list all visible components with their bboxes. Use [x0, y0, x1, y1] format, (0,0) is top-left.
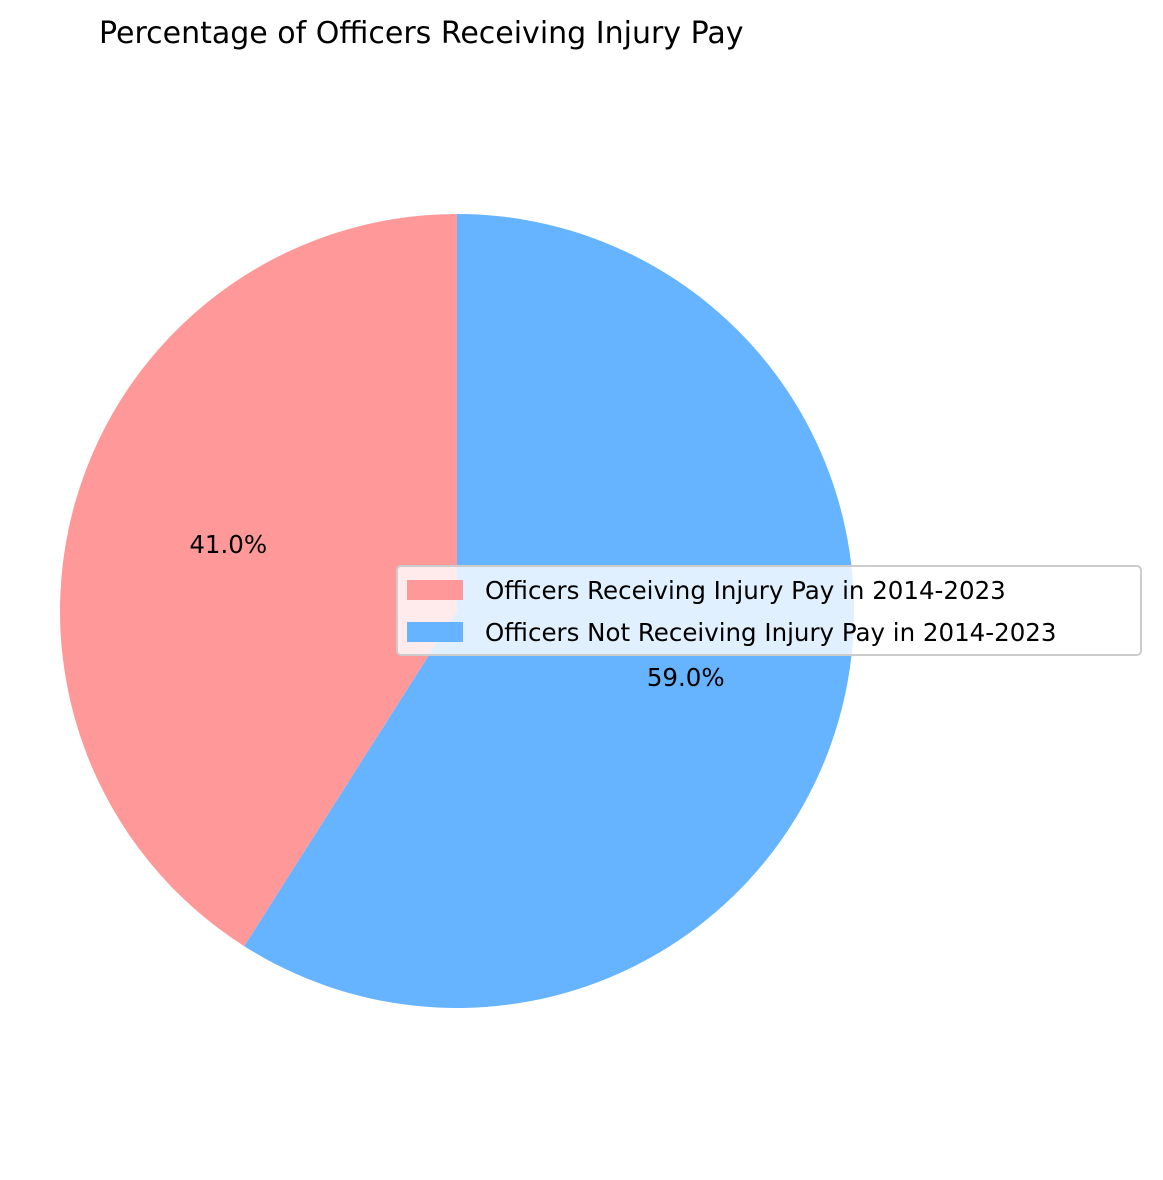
- legend-item-not-receiving: Officers Not Receiving Injury Pay in 201…: [407, 615, 1056, 649]
- pie-label-receiving: 41.0%: [189, 530, 267, 559]
- legend-label-receiving: Officers Receiving Injury Pay in 2014-20…: [485, 575, 1006, 605]
- pie-label-not-receiving: 59.0%: [647, 663, 725, 692]
- legend-swatch-not-receiving: [407, 622, 463, 642]
- legend-swatch-receiving: [407, 580, 463, 600]
- legend-label-not-receiving: Officers Not Receiving Injury Pay in 201…: [485, 617, 1057, 647]
- legend-item-receiving: Officers Receiving Injury Pay in 2014-20…: [407, 573, 1006, 607]
- chart-legend: Officers Receiving Injury Pay in 2014-20…: [396, 565, 1142, 656]
- pie-slice-receiving: [60, 214, 458, 947]
- chart-title: Percentage of Officers Receiving Injury …: [99, 16, 744, 51]
- pie-value-labels: 41.0% 59.0%: [189, 530, 724, 692]
